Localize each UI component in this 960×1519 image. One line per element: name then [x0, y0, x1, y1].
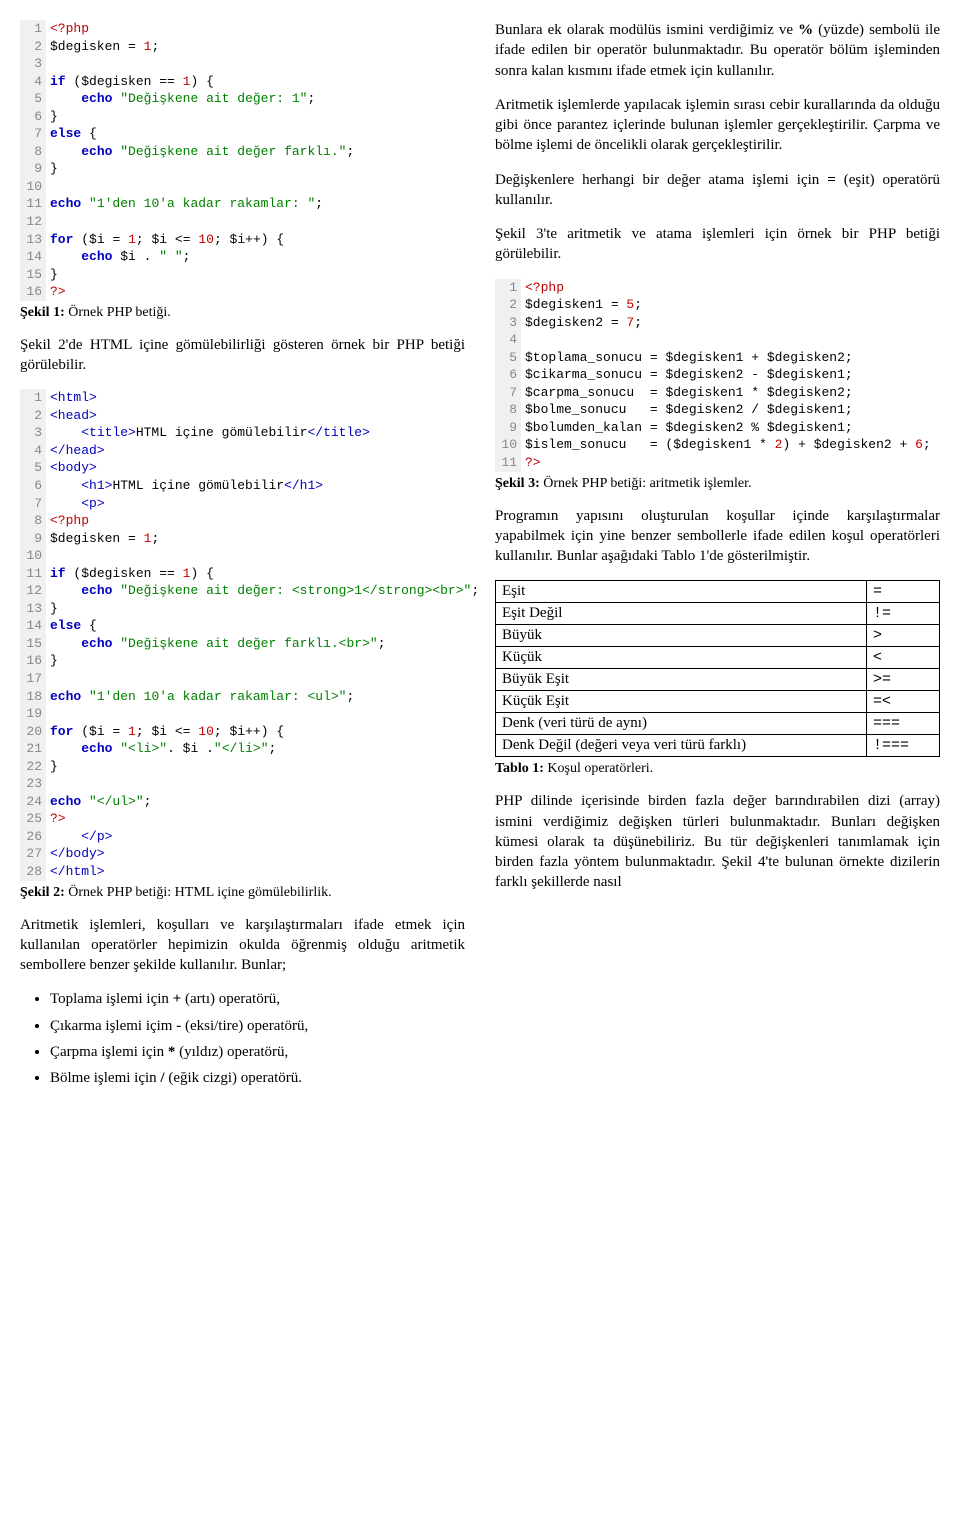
table-row: Denk (veri türü de aynı)===: [496, 713, 940, 735]
caption-label: Şekil 1:: [20, 305, 65, 320]
caption-text: Örnek PHP betiği: HTML içine gömülebilir…: [65, 885, 332, 900]
caption-figure-2: Şekil 2: Örnek PHP betiği: HTML içine gö…: [20, 885, 465, 901]
caption-label: Şekil 2:: [20, 885, 65, 900]
code-figure-1: 1<?php2$degisken = 1;34if ($degisken == …: [20, 20, 465, 301]
paragraph: Aritmetik işlemleri, koşulları ve karşıl…: [20, 915, 465, 976]
operator-table: Eşit=Eşit Değil!=Büyük>Küçük<Büyük Eşit>…: [495, 580, 940, 757]
caption-text: Örnek PHP betiği: aritmetik işlemler.: [540, 476, 752, 491]
table-row: Küçük<: [496, 647, 940, 669]
caption-label: Tablo 1:: [495, 761, 544, 776]
paragraph: Değişkenlere herhangi bir değer atama iş…: [495, 170, 940, 211]
code-figure-3: 1<?php2$degisken1 = 5;3$degisken2 = 7;45…: [495, 279, 940, 472]
paragraph: Şekil 3'te aritmetik ve atama işlemleri …: [495, 224, 940, 265]
code-figure-2: 1<html>2<head>3 <title>HTML içine gömüle…: [20, 389, 465, 880]
caption-table-1: Tablo 1: Koşul operatörleri.: [495, 761, 940, 777]
paragraph: Bunlara ek olarak modülüs ismini verdiği…: [495, 20, 940, 81]
table-row: Büyük>: [496, 625, 940, 647]
caption-figure-1: Şekil 1: Örnek PHP betiği.: [20, 305, 465, 321]
paragraph: Aritmetik işlemlerde yapılacak işlemin s…: [495, 95, 940, 156]
caption-label: Şekil 3:: [495, 476, 540, 491]
table-row: Büyük Eşit>=: [496, 669, 940, 691]
list-item: Toplama işlemi için + (artı) operatörü,: [50, 989, 465, 1009]
table-row: Denk Değil (değeri veya veri türü farklı…: [496, 735, 940, 757]
table-row: Küçük Eşit=<: [496, 691, 940, 713]
table-row: Eşit=: [496, 581, 940, 603]
paragraph: Programın yapısını oluşturulan koşullar …: [495, 506, 940, 567]
list-item: Bölme işlemi için / (eğik cizgi) operatö…: [50, 1068, 465, 1088]
caption-text: Örnek PHP betiği.: [65, 305, 171, 320]
list-item: Çarpma işlemi için * (yıldız) operatörü,: [50, 1042, 465, 1062]
caption-figure-3: Şekil 3: Örnek PHP betiği: aritmetik işl…: [495, 476, 940, 492]
list-item: Çıkarma işlemi içim - (eksi/tire) operat…: [50, 1016, 465, 1036]
operator-list: Toplama işlemi için + (artı) operatörü, Ç…: [50, 989, 465, 1088]
caption-text: Koşul operatörleri.: [544, 761, 653, 776]
table-row: Eşit Değil!=: [496, 603, 940, 625]
paragraph: Şekil 2'de HTML içine gömülebilirliği gö…: [20, 335, 465, 376]
paragraph: PHP dilinde içerisinde birden fazla değe…: [495, 791, 940, 892]
